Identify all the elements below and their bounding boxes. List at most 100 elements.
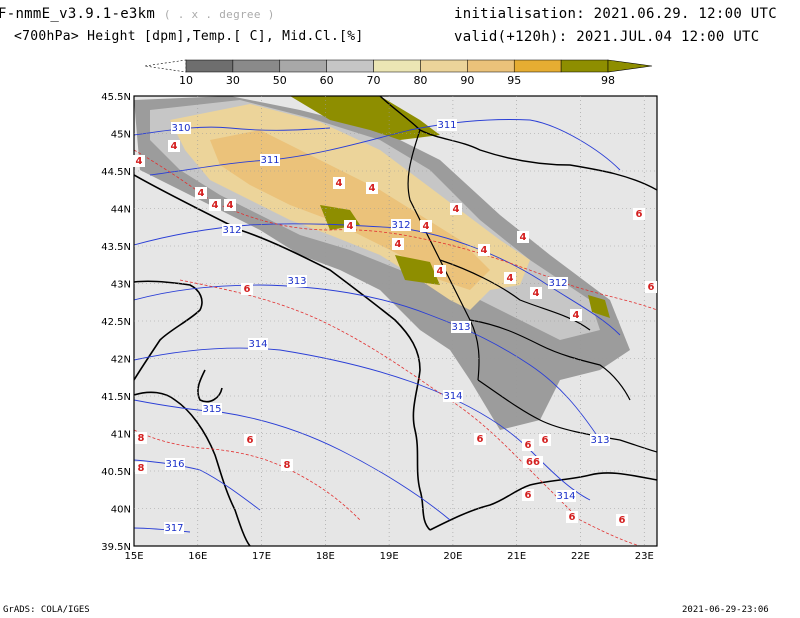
colorbar-swatch <box>326 59 374 73</box>
lat-tick-label: 42.5N <box>101 317 131 328</box>
temp-label-bg <box>195 187 207 199</box>
height-contour-label: 313 <box>287 276 306 287</box>
temp-contour-label: 4 <box>336 178 343 189</box>
temp-contour-label: 8 <box>138 433 145 444</box>
coastline-italy-south <box>134 391 251 546</box>
temp-label-bg <box>434 265 446 277</box>
temp-label-bg <box>281 459 293 471</box>
height-label-bg <box>222 224 242 236</box>
height-contour-313 <box>134 284 601 441</box>
cloud-field-olive-south <box>395 255 440 285</box>
height-contour-label: 312 <box>548 278 567 289</box>
height-contour-label: 310 <box>171 123 190 134</box>
temp-label-bg <box>539 434 551 446</box>
temp-contour-label: 6 <box>247 435 254 446</box>
border-inner-3 <box>469 319 631 401</box>
temp-contours <box>134 149 657 546</box>
temp-label-bg <box>570 309 582 321</box>
height-label-bg <box>260 154 280 166</box>
lat-tick-label: 40N <box>111 505 131 516</box>
height-label-bg <box>556 490 576 502</box>
colorbar-swatch <box>467 59 515 73</box>
temp-label-bg <box>522 439 534 451</box>
temp-contour-label: 6 <box>477 434 484 445</box>
height-contour-label: 314 <box>443 391 462 402</box>
model-title: F-nmmE_v3.9.1-e3km ( . x . degree ) <box>0 6 275 22</box>
height-label-bg <box>164 522 184 534</box>
temp-contour-label: 4 <box>423 221 430 232</box>
height-contour-310 <box>134 126 331 136</box>
coastline-italy <box>134 280 203 381</box>
height-label-bg <box>437 119 457 131</box>
height-contour-label: 312 <box>222 225 241 236</box>
cloud-field-olive-north <box>290 96 440 140</box>
height-label-bg <box>391 219 411 231</box>
temp-label-bg <box>420 220 432 232</box>
lon-tick-label: 21E <box>507 551 526 562</box>
colorbar <box>144 59 653 73</box>
temp-label-bg <box>450 203 462 215</box>
height-label-bg <box>451 321 471 333</box>
temp-contour-label: 6 <box>636 209 643 220</box>
lon-tick-label: 22E <box>571 551 590 562</box>
height-label-bg <box>287 275 307 287</box>
height-contour-label: 313 <box>451 322 470 333</box>
temp-label-bg <box>566 511 578 523</box>
height-contour-label: 311 <box>260 155 279 166</box>
temp-contour-label: 6 <box>525 440 532 451</box>
height-contour-label: 314 <box>556 491 575 502</box>
lon-tick-label: 16E <box>188 551 207 562</box>
temp-label-bg <box>504 272 516 284</box>
height-contour-label: 315 <box>202 404 221 415</box>
cloud-field-olive-center <box>320 205 360 230</box>
temp-contour-label: 4 <box>369 183 376 194</box>
temp-contour-label: 4 <box>395 239 402 250</box>
border-inner-1 <box>407 129 480 381</box>
temp-label-bg <box>333 177 345 189</box>
height-label-bg <box>171 122 191 134</box>
field-description: <700hPa> Height [dpm],Temp.[ C], Mid.Cl.… <box>14 29 364 44</box>
colorbar-swatch <box>279 59 327 73</box>
temp-label-bg <box>523 456 543 468</box>
height-contour-316 <box>134 459 261 511</box>
temp-contour-4 <box>134 149 657 311</box>
temp-label-bg <box>224 199 236 211</box>
temp-contour-label: 4 <box>533 288 540 299</box>
lon-tick-label: 19E <box>380 551 399 562</box>
coastline-adriatic <box>134 174 431 531</box>
temp-label-bg <box>478 244 490 256</box>
border-north <box>379 96 657 191</box>
cloud-field-light <box>150 100 600 340</box>
temp-contour-6 <box>179 279 641 546</box>
temp-contour-label: 4 <box>437 266 444 277</box>
lat-tick-label: 41.5N <box>101 392 131 403</box>
height-label-bg <box>443 390 463 402</box>
temp-contour-label: 4 <box>520 232 527 243</box>
lat-tick-label: 45N <box>111 130 131 141</box>
border-inner-2 <box>477 379 657 453</box>
height-contour-label: 316 <box>165 459 184 470</box>
temp-contour-label: 8 <box>138 463 145 474</box>
height-contours <box>134 119 621 533</box>
temp-contour-label: 4 <box>347 221 354 232</box>
lat-tick-label: 41N <box>111 430 131 441</box>
coastline-greece <box>429 472 657 531</box>
height-contour-label: 317 <box>164 523 183 534</box>
model-units: ( . x . degree ) <box>163 8 275 21</box>
colorbar-swatch <box>513 59 562 73</box>
height-contour-311 <box>149 119 621 176</box>
lat-tick-label: 44N <box>111 205 131 216</box>
lat-tick-label: 45.5N <box>101 92 131 103</box>
temp-label-bg <box>241 283 253 295</box>
height-label-bg <box>590 434 610 446</box>
lat-tick-label: 40.5N <box>101 467 131 478</box>
colorbar-swatch <box>232 59 281 73</box>
lon-tick-label: 15E <box>124 551 143 562</box>
temp-contour-label: 4 <box>481 245 488 256</box>
lat-tick-label: 43.5N <box>101 242 131 253</box>
temp-contour-label: 4 <box>212 200 219 211</box>
border-inner-4 <box>439 259 591 331</box>
temp-contour-label: 6 <box>542 435 549 446</box>
height-label-bg <box>202 403 222 415</box>
